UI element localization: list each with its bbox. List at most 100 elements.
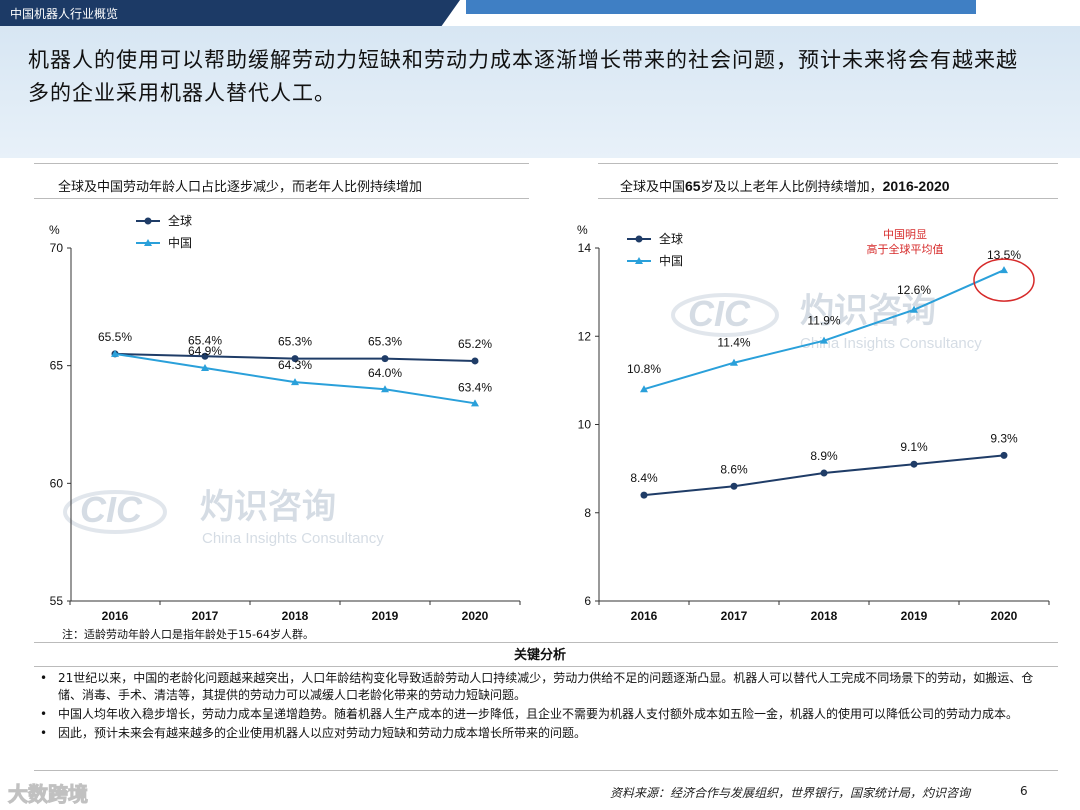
annotation-line2: 高于全球平均值 bbox=[867, 242, 944, 256]
right-title-rule bbox=[598, 163, 1058, 164]
x-tick-label: 2019 bbox=[901, 609, 928, 623]
left-line-chart: CIC 灼识咨询 China Insights Consultancy 55 60… bbox=[49, 213, 521, 623]
x-tick-label: 2018 bbox=[811, 609, 838, 623]
legend-label: 中国 bbox=[659, 253, 683, 268]
data-label: 63.4% bbox=[458, 380, 492, 394]
data-point bbox=[730, 482, 738, 490]
x-tick-label: 2016 bbox=[102, 609, 129, 623]
top-banner-accent bbox=[466, 0, 976, 14]
legend-swatch-marker bbox=[144, 217, 152, 225]
watermark-logo: CIC bbox=[80, 489, 143, 530]
annotation: 中国明显 高于全球平均值 bbox=[867, 228, 1035, 302]
x-tick-label: 2016 bbox=[631, 609, 658, 623]
watermark-cn: 灼识咨询 bbox=[200, 487, 336, 527]
watermark-ring bbox=[671, 293, 779, 337]
findings-rule bbox=[34, 666, 1058, 667]
data-point bbox=[111, 349, 119, 357]
x-tick-label: 2017 bbox=[192, 609, 219, 623]
y-tick-label: 55 bbox=[50, 594, 64, 608]
watermark-en: China Insights Consultancy bbox=[800, 335, 982, 352]
data-point bbox=[640, 491, 648, 499]
data-point bbox=[640, 385, 648, 393]
x-tick-label: 2019 bbox=[372, 609, 399, 623]
key-findings-list: 21世纪以来，中国的老龄化问题越来越突出，人口年龄结构变化导致适龄劳动人口持续减… bbox=[36, 670, 1046, 744]
footnote: 注：适龄劳动年龄人口是指年龄处于15-64岁人群。 bbox=[62, 628, 314, 641]
y-unit-label: % bbox=[577, 223, 588, 237]
data-label: 65.2% bbox=[458, 337, 492, 351]
findings-rule-top bbox=[34, 642, 1058, 643]
data-label: 10.8% bbox=[627, 362, 661, 376]
data-point bbox=[201, 352, 209, 360]
data-point bbox=[201, 364, 209, 372]
y-tick-label: 12 bbox=[578, 329, 592, 343]
legend-swatch-marker bbox=[635, 235, 643, 243]
x-tick-label: 2018 bbox=[282, 609, 309, 623]
headline-band bbox=[0, 26, 1080, 158]
data-point bbox=[291, 355, 299, 363]
y-tick-label: 14 bbox=[578, 241, 592, 255]
data-point bbox=[910, 460, 918, 468]
right-title-years: 2016-2020 bbox=[882, 178, 950, 194]
data-label: 64.9% bbox=[188, 344, 222, 358]
legend-swatch-marker bbox=[635, 257, 643, 264]
data-point bbox=[730, 358, 738, 366]
annotation-line1: 中国明显 bbox=[883, 228, 927, 241]
data-label: 11.4% bbox=[717, 336, 750, 350]
y-tick-label: 8 bbox=[584, 506, 591, 520]
x-tick-label: 2020 bbox=[462, 609, 489, 623]
x-tick-label: 2020 bbox=[991, 609, 1018, 623]
legend-label: 全球 bbox=[659, 231, 683, 246]
data-point bbox=[381, 355, 389, 363]
top-banner-dark bbox=[0, 0, 460, 26]
key-findings-title: 关键分析 bbox=[513, 648, 566, 663]
y-tick-label: 60 bbox=[50, 476, 64, 490]
watermark-ring bbox=[63, 490, 167, 534]
legend-label: 全球 bbox=[168, 213, 192, 228]
left-chart-title: 全球及中国劳动年龄人口占比逐步减少，而老年人比例持续增加 bbox=[58, 180, 423, 195]
data-label: 9.1% bbox=[900, 440, 928, 454]
right-title-rule-bottom bbox=[598, 198, 1058, 199]
y-unit-label: % bbox=[49, 223, 60, 237]
left-title-rule-bottom bbox=[34, 198, 529, 199]
data-label: 65.3% bbox=[278, 335, 312, 349]
data-label: 65.4% bbox=[188, 333, 222, 347]
right-axes: 6 8 10 12 14% 2016 2017 2018 2019 2020 bbox=[577, 223, 1050, 623]
y-tick-label: 70 bbox=[50, 241, 64, 255]
data-label: 64.3% bbox=[278, 358, 312, 372]
data-point bbox=[1000, 451, 1008, 459]
headline: 机器人的使用可以帮助缓解劳动力短缺和劳动力成本逐渐增长带来的社会问题，预计未来将… bbox=[28, 48, 1018, 105]
findings-rule-bottom bbox=[34, 770, 1058, 771]
watermark-en: China Insights Consultancy bbox=[202, 530, 384, 547]
y-tick-label: 6 bbox=[584, 594, 591, 608]
legend-swatch-marker bbox=[144, 239, 152, 246]
source-note: 资料来源：经济合作与发展组织，世界银行，国家统计局，灼识咨询 bbox=[610, 786, 971, 800]
highlight-circle bbox=[973, 258, 1035, 302]
data-label: 65.3% bbox=[368, 335, 402, 349]
data-point bbox=[820, 336, 828, 344]
data-point bbox=[471, 357, 479, 365]
data-label: 9.3% bbox=[990, 431, 1018, 445]
left-lines: 65.5% 65.4% 65.3% 65.3% 65.2% 64.9% 64.3% 64.0%… bbox=[98, 330, 492, 407]
right-title-prefix: 全球及中国 bbox=[620, 180, 686, 195]
right-lines: 8.4% 8.6% 8.9% 9.1% 9.3% 10.8% 11.4% 11.9% 12.6%… bbox=[627, 248, 1021, 499]
section-label: 中国机器人行业概览 bbox=[10, 7, 119, 21]
data-point bbox=[471, 399, 479, 407]
top-banner: 中国机器人行业概览 bbox=[0, 0, 1080, 26]
data-label: 64.0% bbox=[368, 366, 402, 380]
data-label: 12.6% bbox=[897, 283, 931, 297]
bullet-item: 因此，预计未来会有越来越多的企业使用机器人以应对劳动力短缺和劳动力成本增长所带来… bbox=[36, 725, 1046, 742]
right-title-mid: 岁及以上老年人比例持续增加， bbox=[700, 180, 883, 195]
data-point bbox=[291, 378, 299, 386]
y-tick-label: 10 bbox=[578, 418, 592, 432]
corner-watermark: 大数跨境 bbox=[8, 782, 89, 807]
bullet-item: 21世纪以来，中国的老龄化问题越来越突出，人口年龄结构变化导致适龄劳动人口持续减… bbox=[36, 670, 1046, 704]
legend-label: 中国 bbox=[168, 235, 192, 250]
watermark: CIC 灼识咨询 China Insights Consultancy bbox=[63, 487, 384, 547]
y-tick-label: 65 bbox=[50, 359, 64, 373]
data-label: 65.5% bbox=[98, 330, 132, 344]
watermark-logo: CIC bbox=[688, 293, 751, 334]
data-label: 11.9% bbox=[807, 314, 840, 328]
data-point bbox=[1000, 266, 1008, 274]
